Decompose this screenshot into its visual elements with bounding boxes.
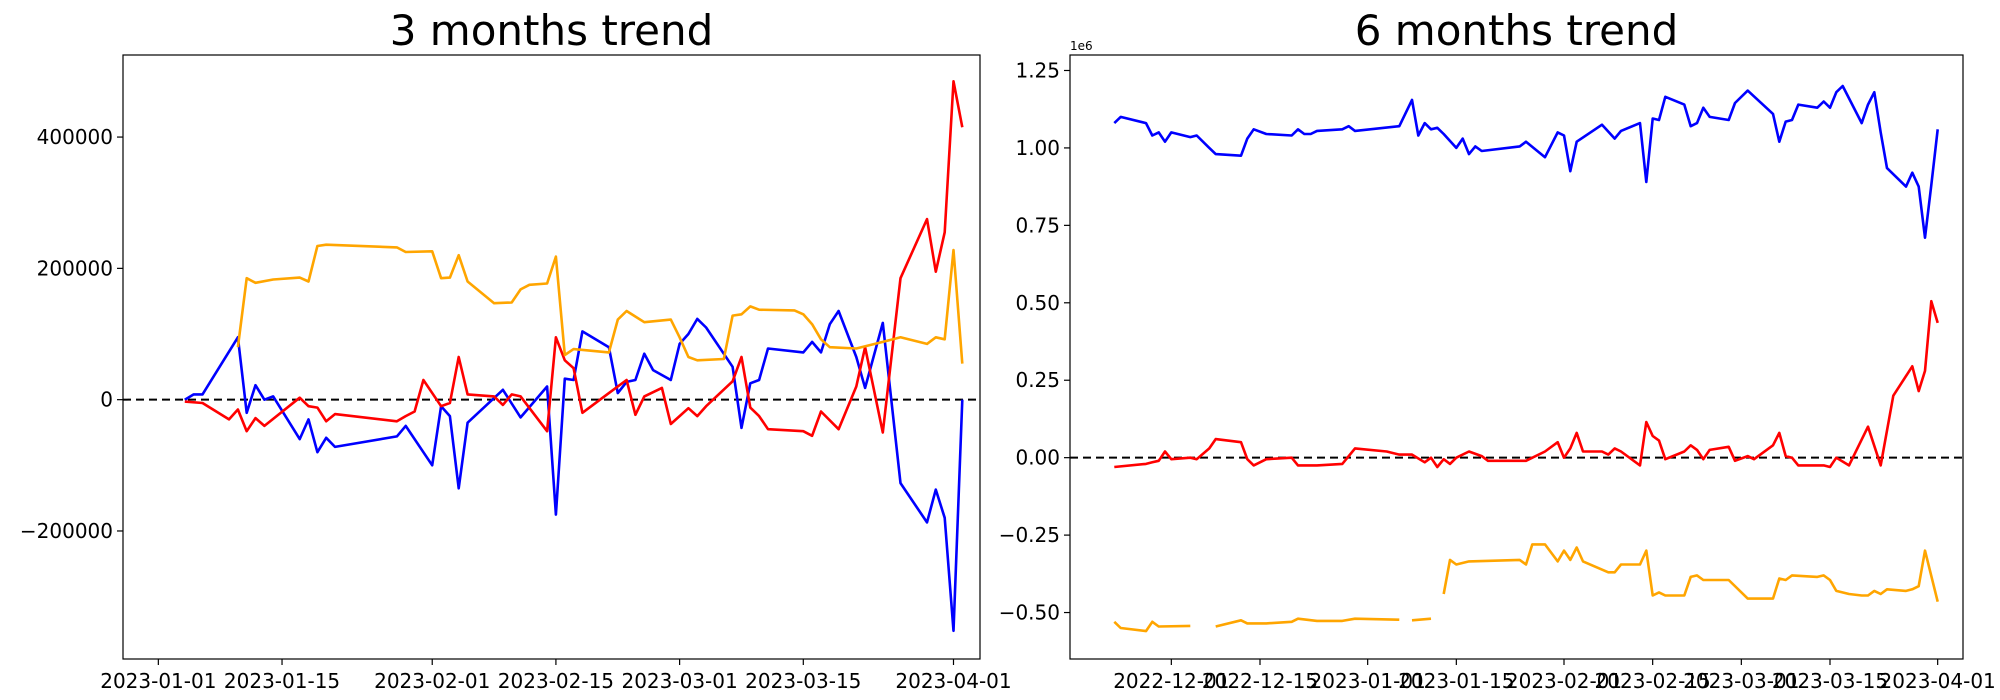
x-tick-label: 2023-02-15	[498, 669, 614, 693]
x-tick-label: 2023-02-01	[374, 669, 490, 693]
x-tick-label: 2023-03-01	[621, 669, 737, 693]
x-tick-label: 2023-03-15	[1772, 669, 1888, 693]
series-line	[1113, 620, 1191, 633]
y-tick-label: 200000	[37, 256, 113, 280]
y-tick-label: 0.00	[1015, 446, 1060, 470]
y-tick-label: −200000	[20, 519, 113, 543]
series-line	[184, 80, 964, 438]
x-tick-label: 2023-03-01	[1683, 669, 1799, 693]
x-tick-label: 2023-03-15	[745, 669, 861, 693]
series-line	[1114, 299, 1939, 469]
y-tick-label: 0.25	[1015, 368, 1060, 392]
x-tick-label: 2022-12-01	[1113, 669, 1229, 693]
chart-title: 6 months trend	[1355, 6, 1679, 55]
x-tick-label: 2023-02-01	[1506, 669, 1622, 693]
chart-3-months-trend: 3 months trend −200000 0 200000 400000 2023-…	[20, 6, 1012, 693]
x-tick-label: 2022-12-15	[1202, 669, 1318, 693]
y-tick-label: 0.50	[1015, 291, 1060, 315]
x-tick-label: 2023-01-01	[1310, 669, 1426, 693]
x-tick-label: 2023-01-01	[100, 669, 216, 693]
y-tick-label: −0.25	[999, 523, 1060, 547]
x-tick-label: 2023-04-01	[1880, 669, 1996, 693]
chart-title: 3 months trend	[390, 6, 714, 55]
plot-frame	[122, 54, 981, 660]
series-line	[236, 243, 964, 364]
series-line	[1411, 617, 1432, 622]
x-tick-label: 2023-02-15	[1595, 669, 1711, 693]
x-tick-label: 2023-01-15	[224, 669, 340, 693]
y-tick-label: 0	[100, 388, 113, 412]
series-line	[1442, 543, 1939, 603]
y-tick-label: 0.75	[1015, 213, 1060, 237]
y-tick-label: −0.50	[999, 601, 1060, 625]
series-line	[184, 309, 964, 633]
y-tick-label: 1.00	[1015, 136, 1060, 160]
y-tick-label: 1.25	[1015, 58, 1060, 82]
y-axis-offset-label: 1e6	[1070, 39, 1093, 53]
chart-6-months-trend: 6 months trend 1e6 −0.50 −0.25 0.00 0.25 0.5…	[999, 6, 1996, 693]
plot-frame	[1069, 54, 1964, 660]
y-tick-label: 400000	[37, 125, 113, 149]
series-line	[1215, 617, 1400, 628]
x-tick-label: 2023-01-15	[1398, 669, 1514, 693]
series-line	[1113, 84, 1939, 239]
x-tick-label: 2023-04-01	[895, 669, 1011, 693]
